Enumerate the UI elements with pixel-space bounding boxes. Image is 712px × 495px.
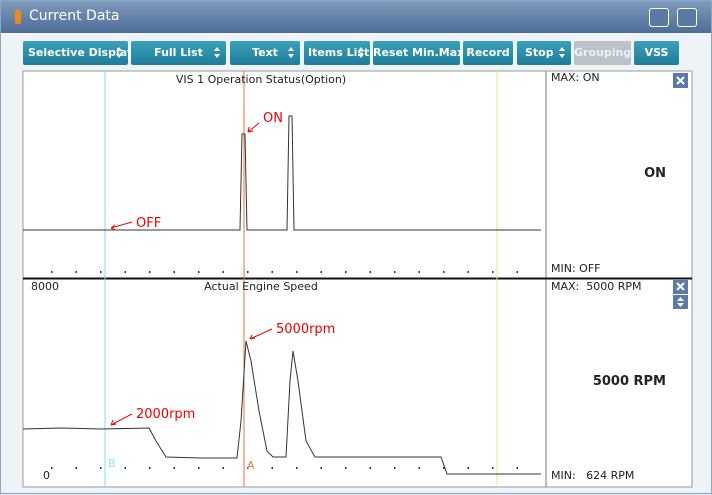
annotation-arrow <box>247 122 260 133</box>
move-icon <box>677 297 684 307</box>
setup-button[interactable] <box>649 8 669 27</box>
tick-dot <box>492 467 494 469</box>
toolbar-button[interactable]: Full List <box>131 41 226 65</box>
tick-dot <box>124 271 126 273</box>
tick-dot <box>516 271 518 273</box>
tick-dot <box>467 467 469 469</box>
annotation: 2000rpm <box>136 407 195 422</box>
close-icon <box>676 76 685 85</box>
window-title: Current Data <box>29 8 120 24</box>
button-label: Record <box>466 46 510 59</box>
current-value: 5000 RPM <box>593 374 666 389</box>
close-icon <box>676 282 685 291</box>
min-label: MIN: OFF <box>551 262 600 275</box>
tick-dot <box>418 271 420 273</box>
tick-dot <box>198 467 200 469</box>
tick-dot <box>443 271 445 273</box>
toolbar-button[interactable]: Selective Display <box>23 41 134 65</box>
tick-dot <box>369 467 371 469</box>
tick-dot <box>271 467 273 469</box>
toolbar-button[interactable]: Items List <box>304 41 370 65</box>
button-label: Items List <box>308 46 370 59</box>
tick-dot <box>394 271 396 273</box>
title-bar: Current Data <box>1 1 711 33</box>
axis-max: 8000 <box>31 280 59 293</box>
move-button[interactable] <box>673 295 688 309</box>
toolbar-button[interactable]: Grouping <box>574 41 631 65</box>
button-label: Reset Min.Max <box>373 46 465 59</box>
tick-dot <box>443 467 445 469</box>
toolbar-button[interactable]: Record <box>463 41 513 65</box>
tick-dots <box>51 271 518 469</box>
annotation: OFF <box>136 216 161 231</box>
axis-min: 0 <box>43 469 50 482</box>
panel-title: Actual Engine Speed <box>204 280 318 293</box>
tick-dot <box>75 467 77 469</box>
tick-dot <box>345 467 347 469</box>
tick-dot <box>173 467 175 469</box>
window-icon <box>15 10 21 24</box>
toolbar-button[interactable]: Reset Min.Max <box>373 41 464 65</box>
annotation: 5000rpm <box>276 322 335 337</box>
tick-dot <box>394 467 396 469</box>
tick-dot <box>198 271 200 273</box>
annotation: ON <box>263 111 283 126</box>
button-label: Selective Display <box>28 46 134 59</box>
min-label: MIN: 624 RPM <box>551 469 634 482</box>
annotation-arrow <box>110 221 133 231</box>
tick-dot <box>247 271 249 273</box>
tick-dot <box>418 467 420 469</box>
tick-dot <box>222 467 224 469</box>
tick-dot <box>516 467 518 469</box>
tick-dot <box>320 271 322 273</box>
cursor-label: A <box>247 459 255 472</box>
panel-title: VIS 1 Operation Status(Option) <box>176 73 346 86</box>
tick-dot <box>75 271 77 273</box>
annotation-arrow <box>110 413 133 426</box>
tick-dot <box>51 467 53 469</box>
button-label: VSS <box>644 46 669 59</box>
trace <box>23 115 541 231</box>
tick-dot <box>247 467 249 469</box>
minimize-button[interactable] <box>677 8 697 27</box>
annotation-arrow <box>249 328 273 340</box>
tick-dot <box>149 467 151 469</box>
toolbar-button[interactable]: VSS <box>634 41 679 65</box>
current-value: ON <box>644 166 666 181</box>
tick-dot <box>149 271 151 273</box>
tick-dot <box>467 271 469 273</box>
max-label: MAX: 5000 RPM <box>551 280 642 293</box>
tick-dot <box>369 271 371 273</box>
tick-dot <box>492 271 494 273</box>
tick-dot <box>100 467 102 469</box>
trace <box>22 340 541 475</box>
button-label: Grouping <box>574 46 632 59</box>
tick-dot <box>320 467 322 469</box>
tick-dot <box>100 271 102 273</box>
tick-dot <box>51 271 53 273</box>
max-label: MAX: ON <box>551 71 600 84</box>
cursor-label: B <box>108 457 116 470</box>
tick-dot <box>271 271 273 273</box>
toolbar-button[interactable]: Text <box>230 41 300 65</box>
tick-dot <box>173 271 175 273</box>
button-label: Text <box>252 46 278 59</box>
toolbar-button[interactable]: Stop <box>517 41 571 65</box>
tick-dot <box>296 271 298 273</box>
tick-dot <box>296 467 298 469</box>
tick-dot <box>222 271 224 273</box>
tick-dot <box>345 271 347 273</box>
button-label: Full List <box>154 46 203 59</box>
tick-dot <box>124 467 126 469</box>
button-label: Stop <box>525 46 554 59</box>
